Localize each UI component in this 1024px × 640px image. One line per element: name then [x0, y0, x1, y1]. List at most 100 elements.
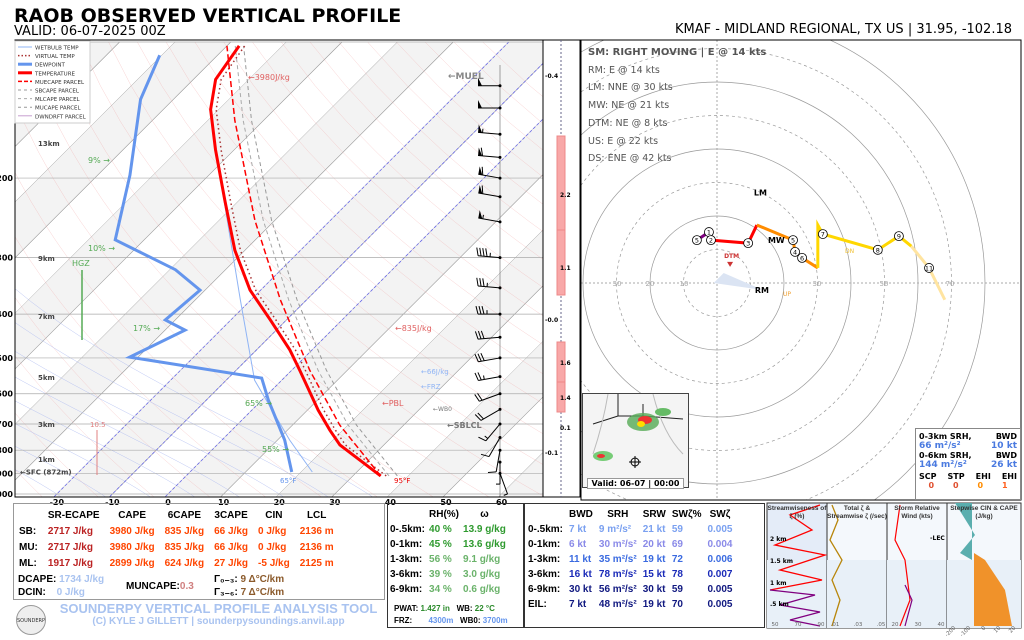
lapse03-label: Γ₀₋₃:	[214, 574, 238, 585]
storm-motion-marker: MW	[768, 236, 785, 245]
barb-full	[479, 247, 482, 257]
wind-barb	[478, 210, 502, 224]
table-cell: 19 kt	[642, 598, 666, 610]
barb-shaft	[480, 409, 501, 421]
temp-tick-label: 40	[385, 498, 397, 507]
table-cell: 0 J/kg	[258, 542, 287, 553]
storm-motion-item: RM: E @ 14 kts	[588, 64, 660, 76]
table-row: ML: 1917 J/kg 2899 J/kg 624 J/kg 27 J/kg -5 J…	[14, 556, 339, 572]
hodo-km-label: 1	[707, 229, 711, 237]
skewt-annotation: ←FRZ	[421, 383, 441, 391]
height-label: 13km	[38, 140, 60, 148]
wb0-value: 3700m	[482, 616, 508, 625]
column-header: SR-ECAPE	[47, 510, 100, 521]
storm-motion-item: US: E @ 22 kts	[588, 135, 659, 147]
temp-tick-label: 10	[218, 498, 230, 507]
barb-full	[474, 331, 479, 340]
panel-tick: .01	[831, 622, 840, 628]
sr-wind-line	[894, 504, 911, 627]
wind-barb	[478, 166, 502, 180]
column-header: CIN	[265, 510, 283, 521]
hodo-km-marker: 5	[788, 235, 798, 246]
wind-barb	[478, 124, 502, 136]
hodo-km-marker: 6	[797, 252, 807, 263]
dry-adiabat	[165, 41, 543, 404]
storm-motion-box: SM: RIGHT MOVING | E @ 14 kts RM: E @ 14…	[588, 44, 766, 168]
hodo-ring-label: 10	[680, 280, 689, 288]
brand-title: SOUNDERPY VERTICAL PROFILE ANALYSIS TOOL	[59, 601, 378, 616]
bwd06-label: BWD	[995, 451, 1017, 460]
barb-full	[481, 166, 484, 176]
map-caption: Valid: 06-07 | 00:00	[587, 478, 684, 489]
barb-shaft	[478, 285, 501, 289]
hgz-isotherm	[108, 62, 543, 497]
skewt-annotation: ←835J/kg	[395, 324, 432, 333]
barb-shaft	[478, 173, 501, 179]
table-cell: 0.6 g/kg	[463, 583, 501, 595]
table-cell: 16 kt	[569, 568, 592, 580]
table-cell: 6-9km:	[528, 583, 561, 595]
table-cell: 2717 J/kg	[47, 526, 93, 537]
ehi1-value: 0	[977, 481, 984, 490]
table-cell: 21 kt	[642, 523, 666, 535]
table-cell: 3-6km:	[528, 568, 561, 580]
table-row: 1-3km: 11 kt 35 m²/s² 19 kt 72 0.006	[525, 552, 736, 567]
skewt-annotation: 95°F	[394, 477, 410, 485]
dry-adiabat	[309, 41, 543, 260]
bar-column-label: -0.4	[545, 73, 558, 80]
dry-adiabat	[50, 41, 490, 497]
pressure-tick-label: 900	[0, 469, 13, 478]
panel-tick: .03	[854, 622, 863, 628]
wind-barb	[496, 460, 502, 485]
muncape-label: MUNCAPE:	[126, 581, 180, 592]
panel-tick: 50	[772, 622, 779, 628]
skewt-annotation: 65°F	[280, 477, 296, 485]
column-header: 6CAPE	[167, 510, 202, 521]
hodo-ring-label: 30	[813, 280, 822, 288]
panel-km-label: 2 km	[770, 536, 787, 543]
column-header	[14, 508, 43, 524]
bwd06-value: 26 kt	[991, 460, 1017, 470]
panel-shade	[827, 560, 887, 628]
temp-tick-label: -20	[50, 498, 65, 507]
hodo-km-circle	[797, 252, 807, 263]
frz-label: FRZ:	[394, 616, 413, 625]
barb-full	[474, 414, 482, 421]
hgz-isotherm	[164, 118, 543, 497]
table-cell: 27 J/kg	[214, 558, 249, 569]
bar-column-bar	[556, 135, 566, 231]
hodo-km-label: 5	[791, 237, 795, 245]
table-row: 0-.5km: 40 % 13.9 g/kg	[388, 522, 508, 537]
height-label: 9km	[38, 255, 55, 263]
hodo-km-marker: 7	[817, 229, 828, 239]
skewt-annotation: ←PBL	[382, 399, 404, 408]
panel-title-sr-wind: Storm Relative Wind (kts)	[894, 505, 940, 520]
bar-column-label: -0.0	[545, 317, 558, 324]
hodo-ring-label: 70	[946, 280, 955, 288]
dry-adiabat	[281, 41, 543, 288]
barb-half	[483, 375, 485, 380]
hodo-km-marker: 3	[743, 238, 754, 249]
dcin-label: DCIN:	[18, 587, 46, 598]
dcape-label: DCAPE:	[18, 574, 57, 585]
barb-shaft	[485, 423, 501, 442]
frz-value: 4300m	[428, 616, 454, 625]
table-cell: 30 kt	[642, 583, 666, 595]
hodo-frame	[580, 39, 1022, 501]
barb-full	[481, 185, 484, 194]
table-cell: 13.6 g/kg	[463, 538, 506, 550]
dry-adiabat	[15, 297, 211, 497]
pressure-tick-label: 600	[0, 390, 13, 399]
legend-label: DWNDRFT PARCEL	[35, 114, 87, 120]
dewpoint-line	[113, 54, 294, 473]
table-row: 1-3km: 56 % 9.1 g/kg	[388, 552, 508, 567]
profile-panel	[886, 502, 948, 629]
ehi3-label: EHI	[1001, 472, 1017, 481]
table-cell: 20 kt	[642, 538, 666, 550]
bar-column-bar	[556, 229, 566, 296]
dry-adiabat	[15, 469, 43, 497]
barb-shaft	[479, 393, 501, 402]
hodo-km-marker: 11	[924, 263, 934, 273]
table-cell: 624 J/kg	[164, 558, 205, 569]
radar-map	[592, 393, 684, 468]
